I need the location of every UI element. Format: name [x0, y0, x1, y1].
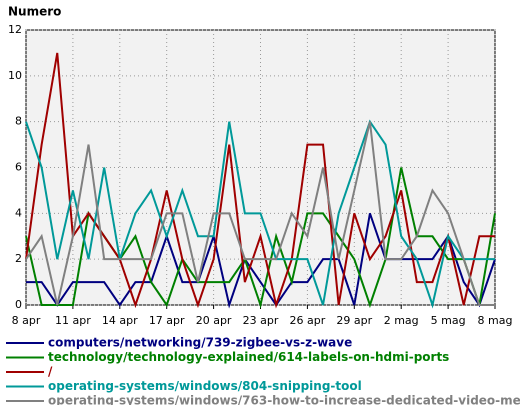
- x-tick-label: 8 apr: [12, 314, 41, 327]
- x-tick-label: 29 apr: [336, 314, 372, 327]
- legend-label: /: [48, 365, 53, 379]
- plot-area: [25, 29, 496, 306]
- y-tick-label: 12: [8, 23, 22, 36]
- series-line: [25, 119, 495, 309]
- series-line: [25, 52, 495, 309]
- y-tick-label: 8: [15, 115, 22, 128]
- legend-label: operating-systems/windows/804-snipping-t…: [48, 379, 362, 393]
- x-tick-label: 23 apr: [243, 314, 279, 327]
- chart-title: Numero: [8, 5, 61, 19]
- legend-label: operating-systems/windows/763-how-to-inc…: [48, 394, 520, 405]
- x-tick-label: 11 apr: [55, 314, 91, 327]
- y-tick-label: 0: [15, 298, 22, 311]
- series-line: [25, 121, 495, 306]
- y-tick-label: 4: [15, 206, 22, 219]
- x-tick-label: 14 apr: [102, 314, 138, 327]
- x-tick-label: 20 apr: [196, 314, 232, 327]
- y-tick-label: 6: [15, 161, 22, 174]
- x-tick-label: 26 apr: [290, 314, 326, 327]
- legend-label: computers/networking/739-zigbee-vs-z-wav…: [48, 336, 352, 350]
- x-tick-label: 8 mag: [478, 314, 513, 327]
- x-tick-label: 17 apr: [149, 314, 185, 327]
- legend-label: technology/technology-explained/614-labe…: [48, 350, 449, 364]
- y-tick-label: 10: [8, 69, 22, 82]
- x-tick-label: 2 mag: [384, 314, 419, 327]
- y-tick-label: 2: [15, 252, 22, 265]
- x-tick-label: 5 mag: [431, 314, 466, 327]
